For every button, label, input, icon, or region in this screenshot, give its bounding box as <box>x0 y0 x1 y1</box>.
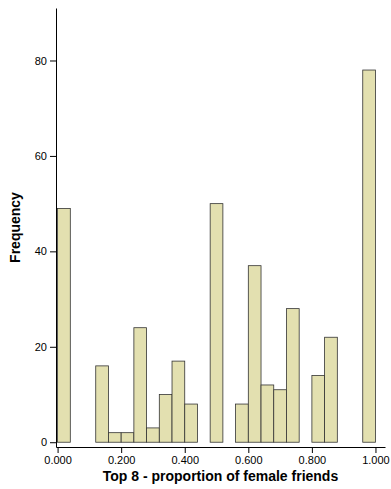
y-tick: 20 <box>35 341 56 353</box>
x-tick: 0.800 <box>299 447 327 466</box>
plot: 0.000 0.200 0.400 0.600 0.800 1.000 0 20 40 60 80 <box>35 9 390 466</box>
y-tick-label: 20 <box>35 341 47 353</box>
y-tick: 60 <box>35 150 56 162</box>
x-tick: 0.600 <box>235 447 263 466</box>
bar <box>223 442 236 443</box>
bar <box>58 208 71 442</box>
bar <box>325 337 338 442</box>
bar <box>96 366 109 442</box>
y-tick: 40 <box>35 245 56 257</box>
bar <box>108 433 121 443</box>
y-axis-line <box>56 9 57 448</box>
bar <box>185 404 198 442</box>
x-tick-label: 0.800 <box>299 454 327 466</box>
x-tick: 0.200 <box>108 447 136 466</box>
bar <box>121 433 134 443</box>
y-tick-label: 40 <box>35 245 47 257</box>
x-tick-mark <box>375 447 376 453</box>
y-tick: 80 <box>35 55 56 67</box>
y-tick-mark <box>50 442 56 443</box>
bars <box>58 70 376 442</box>
y-tick-mark <box>50 347 56 348</box>
x-axis: 0.000 0.200 0.400 0.600 0.800 1.000 <box>44 447 389 466</box>
bar <box>236 404 249 442</box>
bar <box>363 70 376 442</box>
x-tick-mark <box>185 447 186 453</box>
y-tick-mark <box>50 60 56 61</box>
y-tick-label: 60 <box>35 150 47 162</box>
bar <box>83 442 96 443</box>
y-tick-mark <box>50 156 56 157</box>
bar <box>274 390 287 442</box>
x-tick-label: 1.000 <box>362 454 390 466</box>
y-tick-label: 80 <box>35 55 47 67</box>
x-tick-mark <box>312 447 313 453</box>
x-tick-label: 0.600 <box>235 454 263 466</box>
y-tick-mark <box>50 251 56 252</box>
y-tick: 0 <box>41 436 56 448</box>
x-tick-mark <box>121 447 122 453</box>
x-tick: 1.000 <box>362 447 390 466</box>
bar <box>134 328 147 443</box>
bar <box>261 385 274 442</box>
bar <box>299 442 312 443</box>
y-axis: 0 20 40 60 80 <box>35 9 57 449</box>
bar <box>286 309 299 443</box>
y-tick-label: 0 <box>41 436 47 448</box>
bar <box>248 266 261 443</box>
x-tick-mark <box>248 447 249 453</box>
x-tick: 0.400 <box>171 447 199 466</box>
x-tick-label: 0.400 <box>171 454 199 466</box>
bar <box>350 442 363 443</box>
x-tick-mark <box>58 447 59 453</box>
bar <box>210 204 223 443</box>
y-axis-title: Frequency <box>7 192 23 263</box>
x-axis-title: Top 8 - proportion of female friends <box>103 468 339 484</box>
bar <box>147 428 160 442</box>
bar <box>197 442 210 443</box>
bar <box>70 442 83 443</box>
bar <box>312 375 325 442</box>
x-tick: 0.000 <box>44 447 72 466</box>
x-tick-label: 0.200 <box>108 454 136 466</box>
bar <box>337 442 350 443</box>
chart: 0.000 0.200 0.400 0.600 0.800 1.000 0 20 40 60 80 T… <box>0 0 391 489</box>
x-tick-label: 0.000 <box>44 454 72 466</box>
bar <box>159 395 172 443</box>
bar <box>172 361 185 442</box>
x-axis-line <box>57 447 386 448</box>
